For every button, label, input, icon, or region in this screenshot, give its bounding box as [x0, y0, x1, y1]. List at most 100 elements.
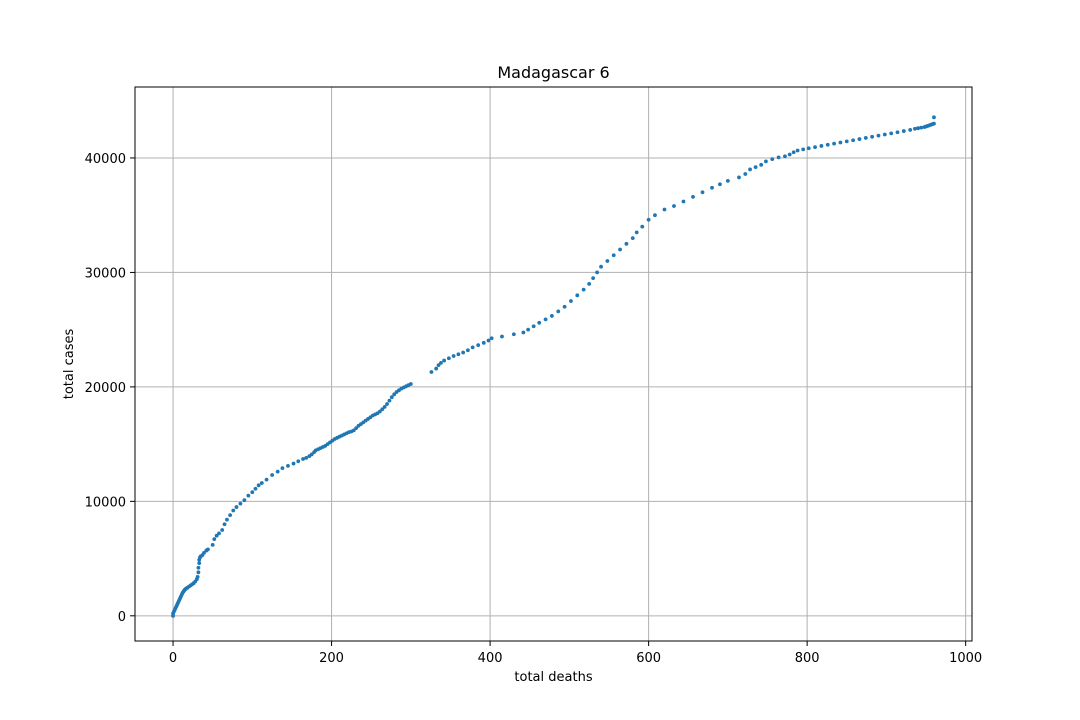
data-point: [250, 490, 255, 495]
data-point: [511, 332, 516, 337]
data-point: [819, 144, 824, 148]
data-point: [217, 531, 221, 536]
data-point: [228, 513, 233, 517]
plot-area: [135, 87, 972, 641]
data-points: [171, 115, 936, 618]
data-point: [389, 395, 394, 400]
data-point: [611, 253, 616, 258]
data-point: [259, 481, 264, 485]
data-point: [351, 428, 356, 433]
data-point: [870, 134, 875, 139]
data-point: [795, 148, 800, 153]
data-point: [737, 175, 741, 180]
data-point: [378, 409, 382, 414]
data-point: [461, 350, 466, 355]
data-point: [825, 142, 830, 147]
data-point: [253, 486, 258, 491]
data-point: [624, 241, 629, 246]
y-tick-label: 0: [118, 610, 126, 625]
data-point: [446, 356, 451, 361]
data-point: [238, 501, 243, 506]
data-point: [753, 165, 758, 170]
data-point: [246, 493, 251, 498]
data-point: [242, 498, 247, 503]
data-point: [916, 126, 921, 131]
data-point: [429, 370, 434, 374]
data-point: [882, 132, 887, 137]
data-point: [844, 139, 849, 144]
data-point: [197, 561, 202, 566]
data-point: [857, 137, 862, 141]
data-point: [630, 236, 635, 240]
x-tick-label: 1000: [949, 651, 982, 666]
data-point: [256, 483, 261, 488]
data-point: [691, 194, 695, 199]
data-point: [434, 366, 439, 371]
data-point: [309, 452, 314, 457]
data-point: [354, 426, 359, 430]
y-tick-label: 20000: [85, 381, 126, 396]
data-point: [640, 224, 645, 229]
data-point: [725, 178, 730, 183]
data-point: [876, 133, 881, 138]
data-point: [234, 505, 239, 509]
data-point: [672, 204, 676, 208]
data-point: [442, 358, 447, 363]
x-tick-label: 600: [636, 651, 661, 666]
y-axis-label: total cases: [62, 329, 77, 400]
data-point: [634, 230, 639, 235]
data-point: [806, 146, 811, 151]
data-point: [291, 461, 296, 466]
data-point: [286, 463, 290, 468]
data-point: [408, 382, 413, 386]
data-point: [456, 352, 461, 357]
data-point: [575, 293, 580, 298]
data-point: [851, 138, 856, 143]
data-point: [895, 130, 900, 135]
data-point: [476, 343, 481, 348]
data-point: [748, 167, 752, 172]
data-point: [222, 522, 227, 527]
data-point: [581, 287, 586, 292]
data-point: [556, 309, 561, 314]
data-point: [392, 392, 397, 397]
data-point: [225, 517, 229, 522]
data-point: [618, 247, 622, 252]
data-point: [801, 147, 806, 152]
data-point: [380, 407, 385, 412]
data-point: [838, 140, 843, 145]
x-axis-label: total deaths: [514, 670, 592, 685]
data-point: [587, 281, 592, 286]
data-point: [439, 360, 443, 365]
data-point: [764, 159, 768, 164]
data-point: [531, 324, 536, 329]
data-point: [543, 317, 548, 322]
data-point: [787, 152, 792, 157]
data-point: [521, 330, 526, 335]
data-point: [889, 131, 894, 136]
data-point: [212, 537, 217, 542]
data-point: [214, 533, 219, 538]
data-point: [210, 542, 215, 547]
data-point: [470, 345, 475, 350]
data-point: [280, 466, 285, 471]
data-point: [220, 528, 225, 532]
data-point: [436, 363, 441, 368]
data-point: [770, 157, 775, 162]
data-point: [913, 126, 917, 131]
data-point: [863, 136, 868, 140]
data-point: [908, 128, 913, 132]
data-point: [195, 575, 200, 579]
data-point: [591, 276, 596, 281]
data-point: [385, 402, 389, 406]
data-point: [932, 115, 936, 120]
data-point: [595, 270, 599, 275]
data-point: [646, 217, 651, 222]
x-tick-label: 400: [478, 651, 503, 666]
plot-frame: [134, 86, 973, 642]
data-point: [783, 154, 787, 159]
data-point: [653, 213, 657, 218]
data-point: [718, 182, 722, 187]
